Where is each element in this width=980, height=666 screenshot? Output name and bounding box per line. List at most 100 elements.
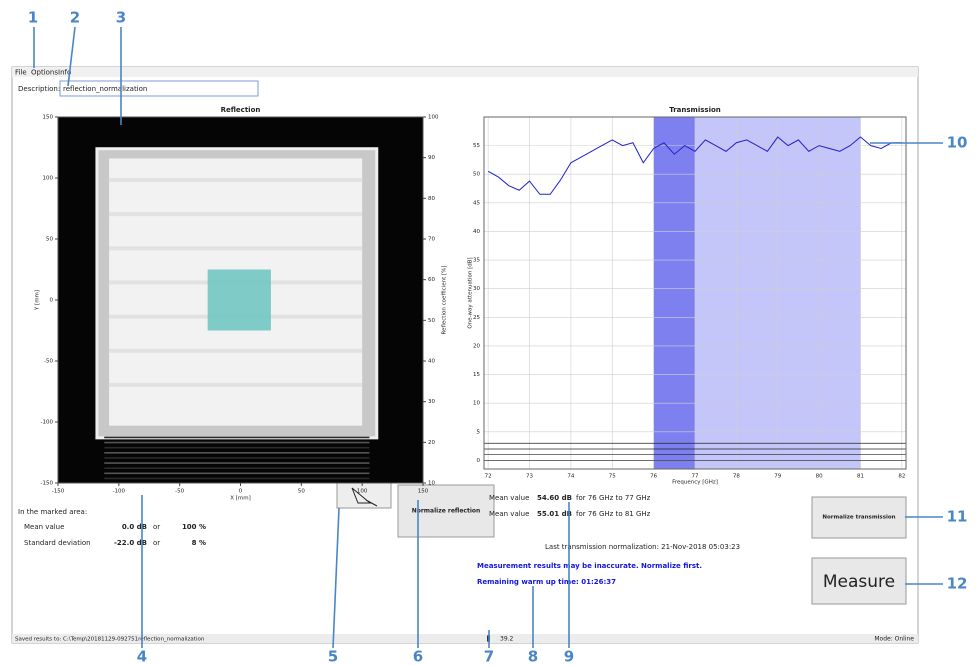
colorbar-tick-label: 10 [428, 481, 435, 487]
callout-number: 10 [947, 134, 968, 152]
y-axis-label: Y [mm] [35, 290, 41, 311]
stat-pct: 8 % [192, 539, 206, 547]
colorbar-tick-label: 30 [428, 399, 435, 405]
y-tick-label: -50 [44, 359, 53, 365]
x-tick-label: 76 [650, 474, 657, 480]
menu-item[interactable]: File [15, 69, 27, 77]
image-stripe [104, 462, 369, 464]
callout-number: 2 [70, 9, 80, 27]
y-axis-label: One-way attenuation [dB] [468, 257, 474, 328]
description-value[interactable]: reflection_normalization [63, 85, 147, 93]
y-tick-label: 50 [46, 237, 53, 243]
callout-number: 11 [947, 508, 968, 526]
warning: Remaining warm up time: 01:26:37 [477, 578, 616, 586]
callout-number: 1 [28, 9, 38, 27]
y-tick-label: 150 [43, 115, 54, 121]
colorbar-tick-label: 80 [428, 196, 435, 202]
y-tick-label: 50 [473, 172, 480, 178]
status-mode: Mode: Online [874, 636, 914, 643]
colorbar-tick-label: 100 [428, 115, 439, 121]
callout-number: 5 [328, 648, 338, 666]
status-temperature: 39.2 [500, 636, 514, 643]
marked-area [208, 270, 271, 331]
mean-label: Mean value [489, 510, 529, 518]
callout-number: 8 [528, 648, 538, 666]
mean-range: for 76 GHz to 77 GHz [576, 494, 651, 502]
image-stripe [104, 452, 369, 454]
measure-button[interactable]: Measure [823, 572, 895, 592]
x-tick-label: 0 [239, 489, 243, 495]
y-tick-label: 0 [477, 458, 481, 464]
callout-number: 4 [137, 648, 147, 666]
image-stripe [109, 349, 362, 353]
y-tick-label: 55 [473, 143, 480, 149]
x-tick-label: 80 [816, 474, 823, 480]
colorbar-tick-label: 40 [428, 359, 435, 365]
y-tick-label: 100 [43, 176, 54, 182]
x-tick-label: -50 [175, 489, 184, 495]
x-tick-label: 50 [298, 489, 305, 495]
image-stripe [104, 467, 369, 469]
stat-or: or [153, 539, 160, 547]
menu-item[interactable]: Options [31, 69, 58, 77]
y-tick-label: 45 [473, 200, 480, 206]
normalize-reflection-button[interactable]: Normalize reflection [412, 508, 481, 515]
warning: Measurement results may be inaccurate. N… [477, 562, 702, 570]
x-tick-label: -100 [113, 489, 126, 495]
x-tick-label: 150 [418, 489, 429, 495]
callout-number: 7 [484, 648, 494, 666]
y-tick-label: 30 [473, 286, 480, 292]
stat-db: 0.0 dB [122, 523, 147, 531]
marked-heading: In the marked area: [18, 508, 87, 516]
x-tick-label: 79 [774, 474, 781, 480]
normalize-transmission-button[interactable]: Normalize transmission [822, 515, 895, 521]
colorbar-tick-label: 90 [428, 155, 435, 161]
stat-pct: 100 % [182, 523, 206, 531]
chart-title: Transmission [669, 106, 721, 114]
image-stripe [109, 212, 362, 216]
x-tick-label: 81 [857, 474, 864, 480]
y-tick-label: -100 [41, 420, 54, 426]
colorbar-tick-label: 60 [428, 277, 435, 283]
x-tick-label: 72 [485, 474, 492, 480]
x-axis-label: X [mm] [230, 496, 251, 502]
y-tick-label: 25 [473, 315, 480, 321]
button-frame[interactable] [337, 482, 391, 508]
x-tick-label: 82 [898, 474, 905, 480]
image-stripe [104, 442, 369, 444]
y-tick-label: 5 [477, 429, 481, 435]
screenshot: File Options Info Description: reflectio… [0, 0, 980, 666]
description-label: Description: [18, 85, 60, 93]
image-stripe [109, 246, 362, 250]
mark-button[interactable] [337, 482, 391, 508]
colorbar-tick-label: 50 [428, 318, 435, 324]
image-stripe [104, 473, 369, 475]
mean-value: 54.60 dB [537, 494, 572, 502]
stat-label: Standard deviation [24, 539, 91, 547]
frequency-band [654, 117, 695, 469]
y-tick-label: 0 [50, 298, 54, 304]
colorbar-tick-label: 70 [428, 237, 435, 243]
x-axis-label: Frequency [GHz] [672, 480, 718, 486]
x-tick-label: 100 [357, 489, 368, 495]
image-stripe [104, 447, 369, 449]
image-stripe [109, 178, 362, 182]
callout-number: 6 [413, 648, 423, 666]
stat-or: or [153, 523, 160, 531]
x-tick-label: 75 [609, 474, 616, 480]
stat-label: Mean value [24, 523, 64, 531]
image-stripe [109, 383, 362, 387]
y-tick-label: 20 [473, 343, 480, 349]
y-tick-label: 40 [473, 229, 480, 235]
status-saved: Saved results to: C:\Temp\20181129-09275… [15, 637, 205, 643]
x-tick-label: 73 [526, 474, 533, 480]
x-tick-label: 78 [733, 474, 740, 480]
image-stripe [104, 437, 369, 439]
colorbar-tick-label: 20 [428, 440, 435, 446]
mean-label: Mean value [489, 494, 529, 502]
mean-value: 55.01 dB [537, 510, 572, 518]
last-normalization: Last transmission normalization: 21-Nov-… [545, 543, 740, 551]
y-tick-label: 35 [473, 258, 480, 264]
mean-range: for 76 GHz to 81 GHz [576, 510, 651, 518]
y-tick-label: 10 [473, 401, 480, 407]
